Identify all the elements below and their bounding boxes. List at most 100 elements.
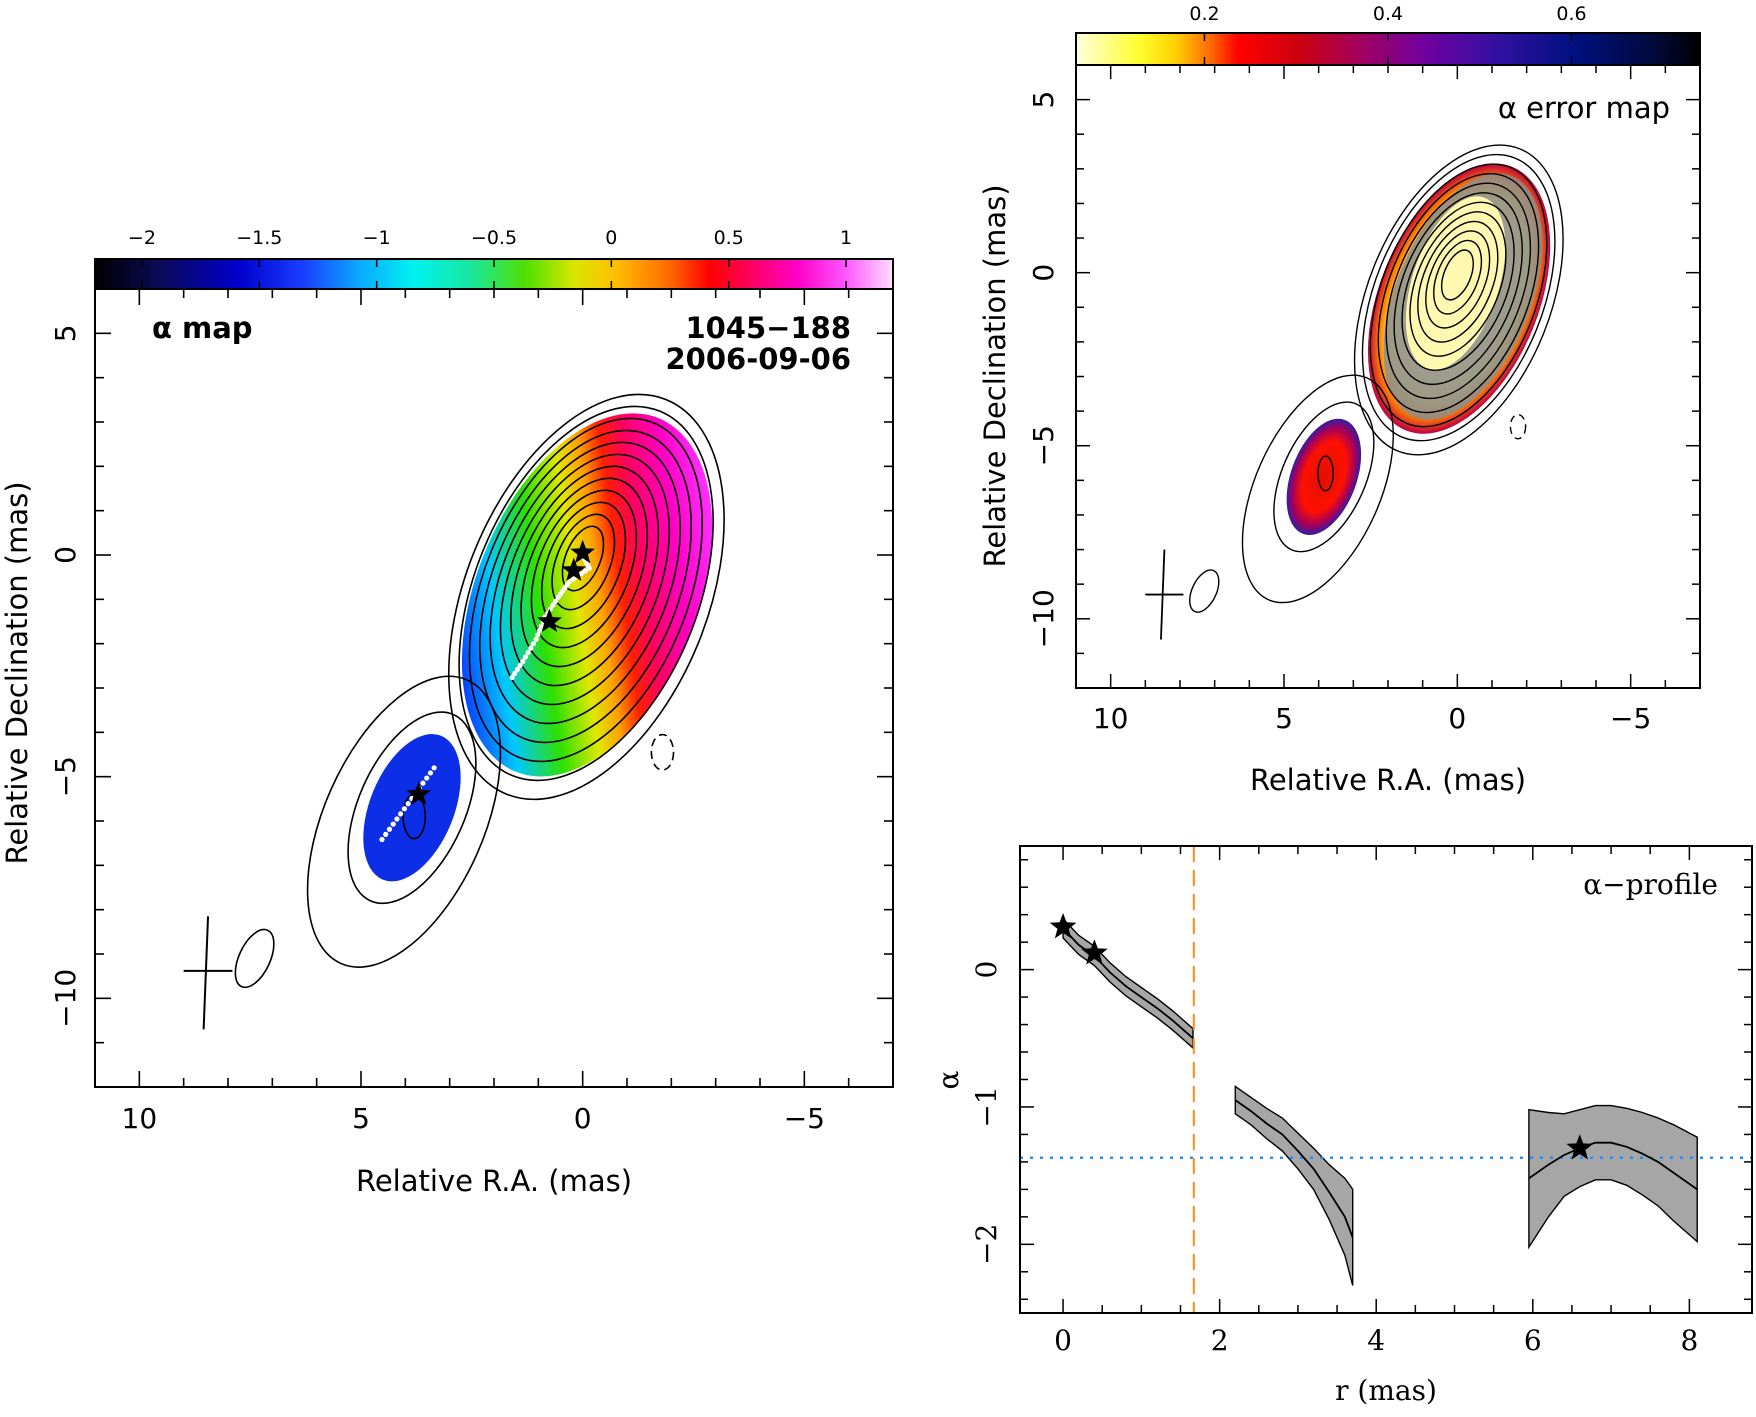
core-contour (509, 465, 660, 687)
core-contour (478, 429, 693, 744)
ridge-point (522, 654, 529, 660)
error-map-tick-labels: 10 5 0 −5 5 0 −5 −10 (1027, 91, 1651, 735)
profile-lines (1062, 927, 1698, 1238)
ridge-point (405, 801, 411, 807)
error-map-title: α error map (1498, 91, 1670, 125)
ridge-point (517, 662, 523, 668)
ridge-point (514, 666, 521, 672)
x-tick-label: 6 (1524, 1324, 1542, 1357)
ridge-point (424, 775, 430, 781)
core-contour (499, 453, 671, 706)
ridge-point (553, 598, 559, 604)
core-contour (1361, 153, 1556, 442)
ridge-point (586, 565, 592, 571)
error-band (1234, 1085, 1354, 1286)
alpha-profile-panel: 0 2 4 6 8 0 −1 −2 α−profile r (mas) α (932, 845, 1753, 1407)
error-band (1528, 1104, 1698, 1250)
ridge-point (530, 641, 537, 647)
core-contour (1369, 163, 1548, 428)
ridge-point (394, 816, 400, 822)
colorbar-tick-label: −0.5 (471, 227, 517, 249)
x-tick-label: 10 (1093, 702, 1129, 735)
colorbar-tick-label: −1 (363, 227, 391, 249)
profile-star (1049, 913, 1077, 939)
colorbar-tick-label: 0.4 (1373, 3, 1403, 25)
core-contour (561, 525, 605, 592)
component-star (537, 608, 562, 632)
x-tick-label: 0 (1448, 702, 1466, 735)
core-contour (1353, 144, 1564, 456)
colorbar-tick-label: 0.6 (1556, 3, 1586, 25)
negative-contour (1509, 413, 1527, 440)
core-contour (1440, 249, 1474, 301)
ridge-point (520, 658, 526, 665)
x-tick-label: −5 (1610, 702, 1651, 735)
observation-epoch: 2006-09-06 (666, 342, 852, 376)
error-colorbar-ticks (1203, 33, 1573, 65)
core-contour (1401, 201, 1515, 371)
error-map-beam-cross (1145, 549, 1184, 640)
colorbar-tick-label: 0 (605, 227, 617, 249)
beam-cross (183, 916, 233, 1030)
error-map-ylabel: Relative Declination (mas) (978, 184, 1012, 567)
core-contour (489, 441, 682, 725)
alpha-map-tick-labels: 10 5 0 −5 5 0 −5 −10 (49, 324, 825, 1135)
core-contour (1425, 230, 1491, 329)
jet-error-region (1286, 418, 1362, 535)
beam-major-axis (202, 916, 210, 1030)
core-contour (1409, 211, 1507, 357)
y-tick-label: −2 (970, 1224, 1003, 1265)
negative-contour (650, 733, 675, 771)
profile-stars (1049, 913, 1594, 1160)
ridge-point (533, 636, 539, 642)
ridge-point (512, 670, 518, 676)
core-contour (1385, 182, 1532, 400)
y-tick-label: −5 (1027, 425, 1060, 466)
alpha-map-ticks (94, 288, 893, 1088)
ridge-point (535, 632, 541, 638)
profile-star (1566, 1134, 1594, 1160)
ridge-point (431, 765, 437, 771)
alpha-error-map-panel: 10 5 0 −5 5 0 −5 −10 0.2 0.4 0.6 α error map Rela… (978, 3, 1701, 797)
small-contour (234, 928, 275, 989)
ridge-point (528, 645, 534, 651)
component-star (561, 557, 587, 581)
alpha-map-xlabel: Relative R.A. (mas) (356, 1164, 632, 1198)
core-contour (468, 417, 703, 763)
ridge-point (420, 780, 426, 786)
jet-spectral-index-region (363, 734, 461, 882)
y-tick-label: 0 (970, 961, 1003, 979)
profile-star (1081, 939, 1108, 965)
x-tick-label: 0 (1054, 1324, 1072, 1357)
y-tick-label: 5 (1027, 91, 1060, 109)
ridge-point (550, 602, 556, 608)
alpha-map-image (183, 393, 725, 1030)
x-tick-label: 5 (1275, 702, 1293, 735)
profile-xlabel: r (mas) (1335, 1374, 1437, 1407)
ridge-point (398, 811, 404, 817)
ridge-point (538, 623, 545, 629)
core-contour (540, 501, 627, 630)
x-tick-label: 5 (352, 1102, 370, 1135)
alpha-map-panel: 10 5 0 −5 5 0 −5 −10 −2 −1.5 −1 −0.5 0 0.5 1 α map 10… (0, 227, 894, 1198)
ridge-point (390, 821, 396, 827)
x-tick-label: −5 (784, 1102, 825, 1135)
core-contour (1393, 192, 1523, 386)
component-stars (406, 539, 595, 805)
x-tick-label: 0 (574, 1102, 592, 1135)
colorbar-tick-label: 0.5 (714, 227, 744, 249)
ridge-point (555, 594, 561, 600)
ridge-point (509, 674, 515, 680)
ridge-point (582, 568, 588, 574)
x-tick-label: 4 (1367, 1324, 1385, 1357)
colorbar-tick-label: 1 (840, 227, 852, 249)
y-tick-label: 5 (49, 324, 82, 342)
x-tick-label: 8 (1680, 1324, 1698, 1357)
ridge-point (570, 576, 576, 582)
profile-ylabel: α (932, 1070, 965, 1089)
ridge-point (401, 806, 407, 812)
jet-contour (1241, 374, 1394, 604)
core-contour (530, 489, 638, 649)
y-tick-label: −5 (49, 756, 82, 797)
